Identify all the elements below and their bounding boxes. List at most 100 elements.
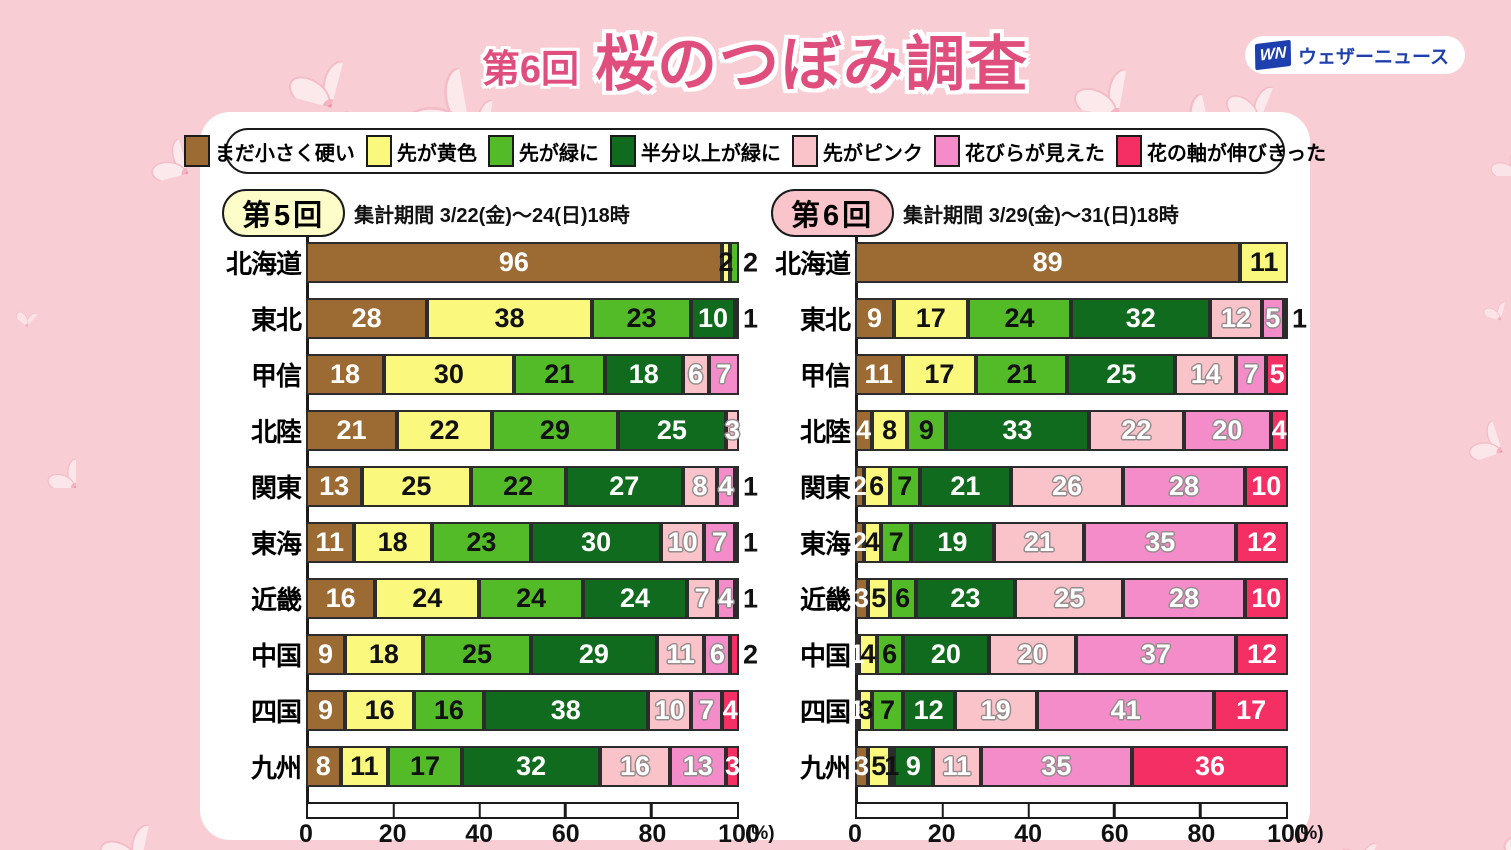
bar-segment: 96	[306, 242, 722, 283]
legend: まだ小さく硬い 先が黄色 先が緑に 半分以上が緑に 先がピンク 花びらが見えた 花の軸が伸び…	[183, 128, 1326, 174]
bar-segment: 89	[855, 242, 1241, 283]
legend-item: 先が緑に	[487, 135, 599, 167]
segment-value: 21	[336, 415, 367, 445]
bar-segment: 19	[911, 522, 994, 563]
region-label: 東北	[250, 305, 302, 335]
region-label: 四国	[799, 697, 851, 727]
segment-value: 24	[620, 583, 651, 613]
axis-ruler	[855, 802, 1288, 819]
cherry-blossom-icon	[100, 104, 188, 192]
bar-segment: 30	[531, 522, 662, 563]
bar-track: 18 30 21 18 6 7	[306, 354, 739, 395]
segment-value: 38	[494, 303, 525, 333]
segment-value: 4	[1271, 415, 1287, 445]
bar-segment: 29	[492, 410, 618, 451]
axis-tick-label: 0	[299, 820, 313, 848]
bar-segment: 17	[388, 746, 462, 787]
segment-value: 10	[654, 695, 685, 725]
segment-value: 11	[864, 359, 894, 389]
bar-segment: 12	[1210, 298, 1262, 339]
segment-value: 16	[433, 695, 464, 725]
legend-swatch	[487, 135, 514, 167]
bar-segment: 5	[867, 578, 890, 619]
segment-value: 13	[682, 751, 713, 781]
segment-value: 2	[718, 247, 734, 277]
legend-label: 先が黄色	[396, 142, 477, 165]
bar-track: 2 4 7 19 21 35 12	[852, 522, 1288, 563]
bar-segment: 10	[648, 690, 692, 731]
segment-value: 27	[609, 471, 640, 501]
bar-segment	[1283, 298, 1288, 339]
segment-value: 24	[412, 583, 443, 613]
bar-segment: 7	[1236, 354, 1267, 395]
survey-5-badge: 第5回	[222, 189, 346, 237]
segment-value: 36	[1195, 751, 1226, 781]
chart-row: 北陸 4 8 9 33 22 20 4	[771, 410, 1288, 451]
segment-value: 3	[724, 415, 740, 445]
bar-segment: 12	[1236, 522, 1288, 563]
bar-segment: 17	[893, 298, 968, 339]
bar-segment: 11	[1240, 242, 1288, 283]
bar-segment: 22	[470, 466, 566, 507]
segment-value: 11	[315, 527, 345, 557]
legend-swatch	[1115, 135, 1142, 167]
region-label: 北陸	[250, 417, 302, 447]
bar-track: 1 4 6 20 20 37 12	[850, 634, 1288, 675]
segment-value: 23	[466, 527, 497, 557]
bar-segment: 25	[617, 410, 726, 451]
bar-track: 9 18 25 29 11 6 2	[306, 634, 758, 675]
bar-segment: 8	[306, 746, 341, 787]
bar-track: 13 25 22 27 8 4 1	[306, 466, 758, 507]
bar-segment: 6	[876, 634, 903, 675]
bar-segment: 5	[867, 746, 890, 787]
bar-segment: 4	[855, 410, 873, 451]
chart-row: 甲信 18 30 21 18 6 7	[222, 354, 739, 395]
bar-segment: 7	[889, 466, 920, 507]
bar-segment: 7	[691, 690, 722, 731]
chart-row: 甲信 11 17 21 25 14 7 5	[771, 354, 1288, 395]
legend-label: 半分以上が緑に	[640, 142, 781, 165]
segment-value: 5	[1265, 303, 1281, 333]
segment-value: 8	[692, 471, 708, 501]
segment-value: 28	[1169, 583, 1200, 613]
segment-value: 11	[666, 639, 695, 669]
chart-row: 近畿 3 5 6 23 25 28 10	[771, 578, 1288, 619]
bar-segment: 38	[427, 298, 592, 339]
segment-value: 32	[516, 751, 547, 781]
bar-segment: 18	[353, 522, 432, 563]
chart-row: 中国 1 4 6 20 20 37 12	[771, 634, 1288, 675]
bar-segment: 3	[858, 690, 873, 731]
bar-segment: 24	[967, 298, 1072, 339]
bar-segment: 7	[872, 690, 903, 731]
bar-segment: 16	[344, 690, 415, 731]
bar-segment: 20	[1184, 410, 1271, 451]
segment-value: 18	[368, 639, 399, 669]
region-label: 甲信	[799, 361, 851, 391]
segment-value: 10	[1251, 471, 1282, 501]
bar-segment: 6	[704, 634, 731, 675]
segment-value-outside: 1	[743, 471, 759, 501]
bar-segment: 37	[1075, 634, 1236, 675]
segment-value: 7	[888, 527, 904, 557]
chart-row: 九州 8 11 17 32 16 13 3	[222, 746, 740, 787]
bar-segment: 1	[850, 634, 865, 675]
bar-segment: 10	[1244, 466, 1288, 507]
bar-segment: 5	[1261, 298, 1284, 339]
segment-value: 12	[913, 695, 944, 725]
bar-segment: 9	[306, 690, 345, 731]
segment-value: 12	[1246, 639, 1277, 669]
legend-item: 半分以上が緑に	[609, 135, 781, 167]
bar-segment: 28	[1123, 466, 1245, 507]
segment-value: 6	[869, 471, 885, 501]
segment-value: 30	[433, 359, 464, 389]
chart-row: 四国 9 16 16 38 10 7 4	[222, 690, 739, 731]
bar-track: 9 16 16 38 10 7 4	[306, 690, 739, 731]
survey-5-header: 第5回 集計期間 3/22(金)～24(日)18時	[222, 189, 739, 237]
bar-track: 28 38 23 10 1	[306, 298, 758, 339]
bar-segment: 5	[1266, 354, 1288, 395]
bar-segment: 6	[682, 354, 709, 395]
bar-segment: 23	[431, 522, 532, 563]
segment-value: 3	[724, 751, 740, 781]
segment-value: 33	[1002, 415, 1033, 445]
segment-value: 7	[711, 527, 727, 557]
